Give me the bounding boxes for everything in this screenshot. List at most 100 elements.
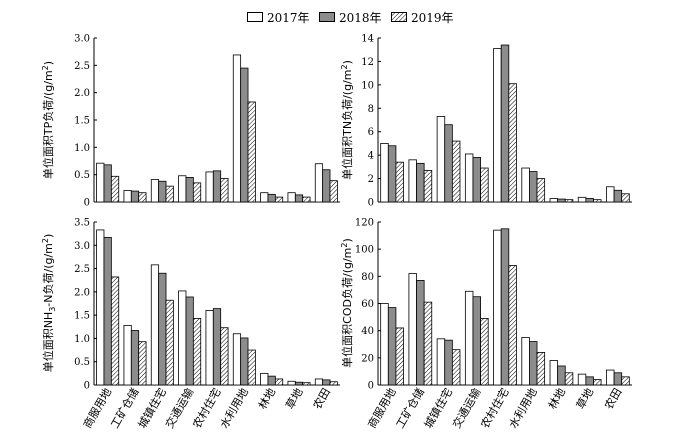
y-axis-title-part: ) (341, 60, 354, 64)
bar-nh3n-2017-4 (205, 310, 214, 386)
bar-tp-2017-4 (205, 171, 214, 203)
y-tick-label: 6 (368, 127, 374, 138)
bar-nh3n-2018-6 (267, 375, 276, 386)
bar-tn-2018-1 (416, 162, 425, 203)
y-axis-title-part: 2 (340, 64, 349, 69)
y-tick-label: 1.5 (74, 116, 90, 127)
bar-tp-2017-7 (287, 192, 296, 203)
legend-item-2018: 2018年 (319, 9, 382, 25)
y-axis-title-part: 2 (41, 238, 50, 243)
bar-tp-2018-5 (240, 67, 249, 203)
bar-tp-2017-6 (260, 192, 269, 203)
bar-tp-2018-8 (322, 169, 331, 203)
bar-tp-2018-7 (294, 194, 304, 203)
y-axis-title-part: 单位面积NH (41, 312, 55, 373)
bar-nh3n-2018-7 (294, 381, 304, 386)
bar-tn-2019-4 (508, 83, 517, 203)
bar-tn-2017-3 (464, 153, 474, 203)
bar-tp-2017-0 (96, 162, 105, 203)
bar-cod-2018-1 (416, 280, 425, 386)
bar-tp-2017-2 (150, 179, 160, 203)
bar-cod-2019-5 (536, 351, 546, 386)
chart-legend: 2017年 2018年 2019年 (0, 9, 684, 27)
y-axis-title-part: 单位面积TN负荷/(g/m (340, 70, 354, 180)
bar-cod-2019-1 (423, 301, 433, 386)
bar-nh3n-2017-7 (287, 380, 296, 386)
bar-tn-2019-6 (564, 199, 574, 203)
bar-tn-2019-2 (451, 140, 461, 203)
bar-nh3n-2018-5 (240, 337, 249, 386)
bar-nh3n-2019-5 (247, 349, 256, 386)
bar-tn-2019-1 (423, 169, 433, 203)
y-tick-label: 1.0 (74, 143, 90, 154)
bar-tn-2017-0 (380, 143, 389, 203)
y-tick-label: 0 (84, 381, 90, 392)
bar-tp-2018-3 (185, 176, 194, 203)
y-tick-label: 2.5 (74, 61, 90, 72)
bar-cod-2018-5 (529, 341, 538, 386)
bar-tn-2019-5 (536, 178, 546, 203)
y-tick-label: 0 (84, 198, 90, 209)
bar-nh3n-2017-6 (260, 372, 269, 386)
bar-cod-2019-4 (508, 265, 517, 386)
bar-nh3n-2018-0 (103, 236, 112, 386)
bar-cod-2017-1 (408, 273, 417, 386)
bar-tn-2017-2 (436, 116, 446, 203)
bar-tn-2017-4 (493, 48, 502, 203)
chart-panel-nh3n: 00.51.01.52.02.53.03.5商服用地工矿仓储城镇住宅交通运输农村… (41, 218, 340, 431)
bar-tn-2018-3 (472, 157, 481, 203)
y-tick-label: 0 (368, 198, 374, 209)
y-tick-label: 8 (368, 104, 374, 115)
bar-cod-2017-8 (606, 369, 615, 386)
chart-panel-tp: 0 0.5 1.0 1.5 2.0 2.5 3.0 单位面积TP负荷/(g/m2) (41, 34, 340, 209)
bar-cod-2019-3 (480, 318, 489, 386)
y-tick-label: 0 (368, 381, 374, 392)
bar-cod-2018-3 (472, 296, 481, 386)
y-tick-label: 2.0 (74, 287, 90, 298)
bar-nh3n-2018-4 (212, 308, 222, 386)
bar-cod-2017-3 (464, 290, 474, 386)
bar-tn-2017-5 (521, 167, 530, 203)
y-axis-title-part: 2 (41, 65, 50, 70)
y-tick-label: 3.0 (74, 34, 90, 45)
bar-tp-2018-6 (267, 193, 276, 203)
legend-swatch-2018 (319, 12, 335, 22)
x-category-label: 林地 (545, 386, 568, 412)
y-axis-title-part: 3 (48, 307, 57, 312)
x-category-label: 草地 (283, 386, 305, 412)
y-tick-label: 80 (361, 272, 374, 283)
y-tick-label: 3.5 (74, 218, 90, 229)
y-axis-title: 单位面积COD负荷/(g/m2) (340, 238, 354, 368)
bar-cod-2017-0 (380, 303, 389, 386)
y-tick-label: 4 (368, 151, 374, 162)
y-tick-label: 0.5 (74, 170, 90, 181)
legend-label-2019: 2019年 (411, 10, 454, 25)
bar-nh3n-2017-8 (314, 378, 324, 386)
legend-item-2017: 2017年 (247, 9, 310, 25)
bar-cod-2017-7 (577, 373, 587, 386)
legend-swatch-2019 (391, 12, 407, 22)
bar-cod-2018-4 (500, 228, 510, 386)
bar-tn-2018-0 (387, 145, 397, 203)
bar-tn-2018-8 (613, 189, 623, 203)
bar-nh3n-2019-0 (110, 276, 120, 386)
y-tick-label: 60 (361, 299, 374, 310)
bar-nh3n-2018-3 (185, 296, 194, 386)
bar-nh3n-2019-7 (302, 382, 311, 386)
bar-tp-2018-1 (130, 190, 140, 203)
bar-tp-2019-1 (138, 192, 147, 203)
legend-label-2017: 2017年 (267, 10, 310, 25)
y-tick-label: 1.0 (74, 334, 90, 345)
bar-tp-2019-3 (192, 182, 202, 203)
bar-nh3n-2017-2 (150, 264, 160, 386)
y-tick-label: 100 (355, 245, 374, 256)
y-axis-title-part: 2 (340, 242, 349, 247)
bar-tp-2019-5 (247, 101, 256, 203)
y-tick-label: 40 (361, 326, 374, 337)
y-axis-title: 单位面积NH3-N负荷/(g/m2) (41, 234, 57, 373)
y-axis-title-part: ) (341, 238, 354, 242)
chart-panel-cod: 020406080100120商服用地工矿仓储城镇住宅交通运输农村住宅水利用地林… (340, 218, 632, 431)
bar-cod-2018-2 (444, 339, 453, 386)
bar-cod-2018-8 (613, 372, 623, 386)
y-axis-title-part: ) (42, 234, 55, 238)
